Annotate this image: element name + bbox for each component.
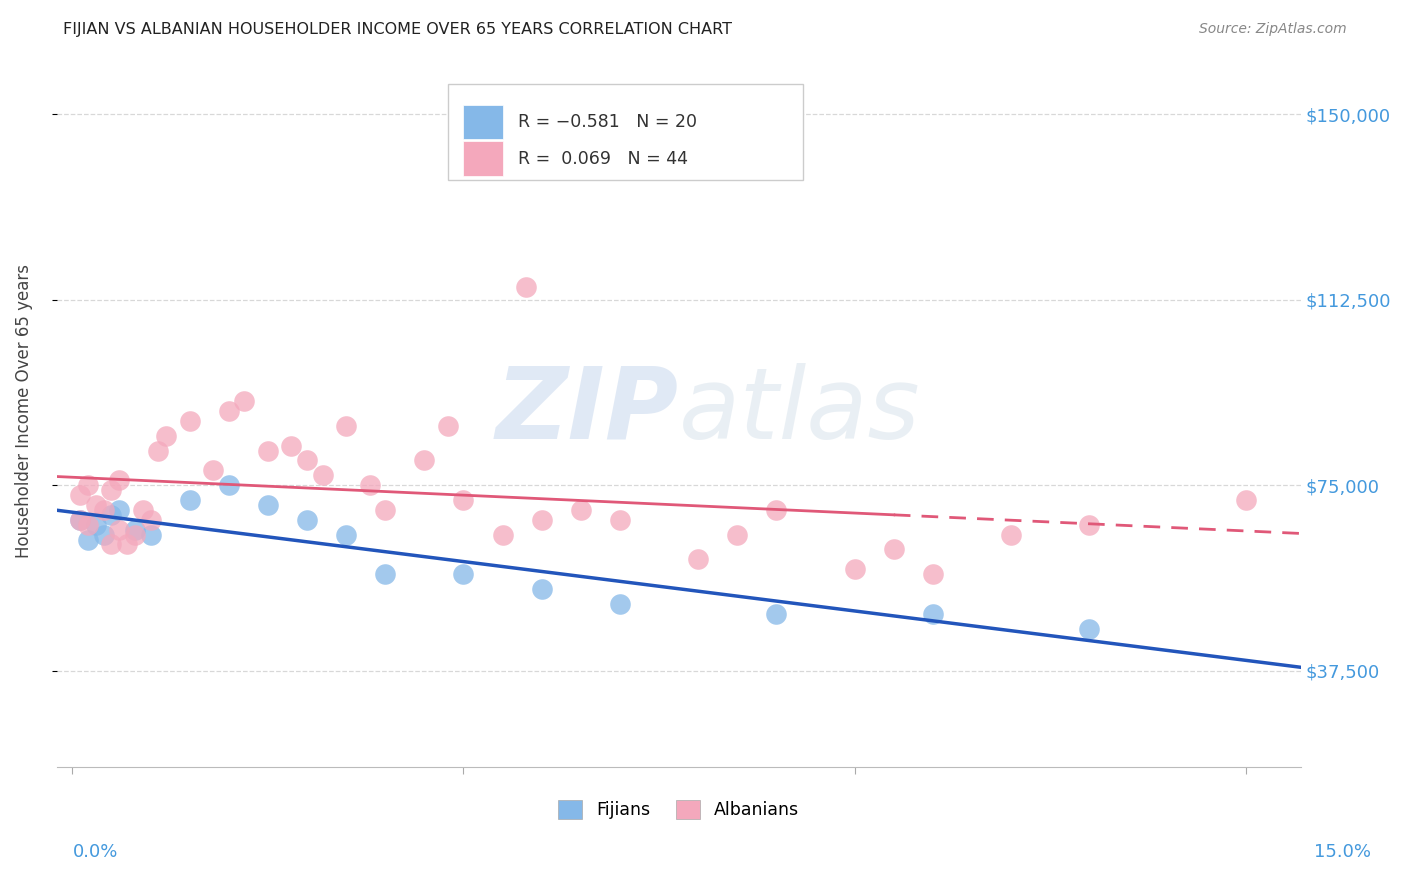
Point <box>257 498 280 512</box>
Point <box>359 478 381 492</box>
Point <box>155 428 177 442</box>
Point <box>108 523 131 537</box>
Text: R = −0.581   N = 20: R = −0.581 N = 20 <box>519 113 697 131</box>
Point <box>77 517 100 532</box>
Bar <box>449 84 803 179</box>
Point <box>77 533 100 547</box>
Point <box>413 453 436 467</box>
Point <box>844 562 866 576</box>
Point <box>1078 622 1101 636</box>
Point <box>202 463 225 477</box>
Point <box>530 582 553 596</box>
Point <box>108 473 131 487</box>
Point <box>100 537 122 551</box>
Text: 0.0%: 0.0% <box>73 843 118 861</box>
Point <box>131 503 153 517</box>
Point <box>280 439 302 453</box>
Point <box>69 513 91 527</box>
Text: FIJIAN VS ALBANIAN HOUSEHOLDER INCOME OVER 65 YEARS CORRELATION CHART: FIJIAN VS ALBANIAN HOUSEHOLDER INCOME OV… <box>63 22 733 37</box>
Text: R =  0.069   N = 44: R = 0.069 N = 44 <box>519 150 688 168</box>
Point <box>69 488 91 502</box>
Point <box>374 503 396 517</box>
Point <box>148 443 170 458</box>
Point <box>609 597 631 611</box>
Point <box>530 513 553 527</box>
Point <box>218 478 240 492</box>
Point <box>218 404 240 418</box>
Point <box>69 513 91 527</box>
Point <box>139 513 162 527</box>
Point <box>84 517 107 532</box>
Legend: Fijians, Albanians: Fijians, Albanians <box>551 793 807 826</box>
Point <box>257 443 280 458</box>
Point <box>515 280 537 294</box>
Text: Source: ZipAtlas.com: Source: ZipAtlas.com <box>1199 22 1347 37</box>
Point <box>100 483 122 497</box>
Point <box>922 567 945 582</box>
Point <box>765 503 787 517</box>
Point <box>93 503 115 517</box>
Point <box>688 552 710 566</box>
Point <box>115 537 138 551</box>
Point <box>233 394 256 409</box>
Point <box>335 418 357 433</box>
Bar <box>464 105 503 139</box>
Point <box>1000 527 1022 541</box>
Point <box>108 503 131 517</box>
Text: atlas: atlas <box>679 362 921 459</box>
Point <box>179 414 201 428</box>
Point <box>453 567 475 582</box>
Point <box>311 468 333 483</box>
Point <box>569 503 592 517</box>
Point <box>124 523 146 537</box>
Point <box>922 607 945 621</box>
Point <box>335 527 357 541</box>
Point <box>453 493 475 508</box>
Point <box>374 567 396 582</box>
Point <box>124 527 146 541</box>
Point <box>77 478 100 492</box>
Point <box>725 527 748 541</box>
Point <box>491 527 513 541</box>
Point <box>1234 493 1257 508</box>
Text: ZIP: ZIP <box>496 362 679 459</box>
Point <box>883 542 905 557</box>
Point <box>295 513 318 527</box>
Point <box>84 498 107 512</box>
Y-axis label: Householder Income Over 65 years: Householder Income Over 65 years <box>15 264 32 558</box>
Point <box>765 607 787 621</box>
Point <box>1078 517 1101 532</box>
Point <box>609 513 631 527</box>
Point <box>179 493 201 508</box>
Point <box>139 527 162 541</box>
Point <box>93 527 115 541</box>
Point <box>437 418 460 433</box>
Point <box>295 453 318 467</box>
Point <box>100 508 122 522</box>
Text: 15.0%: 15.0% <box>1315 843 1371 861</box>
Bar <box>464 142 503 176</box>
